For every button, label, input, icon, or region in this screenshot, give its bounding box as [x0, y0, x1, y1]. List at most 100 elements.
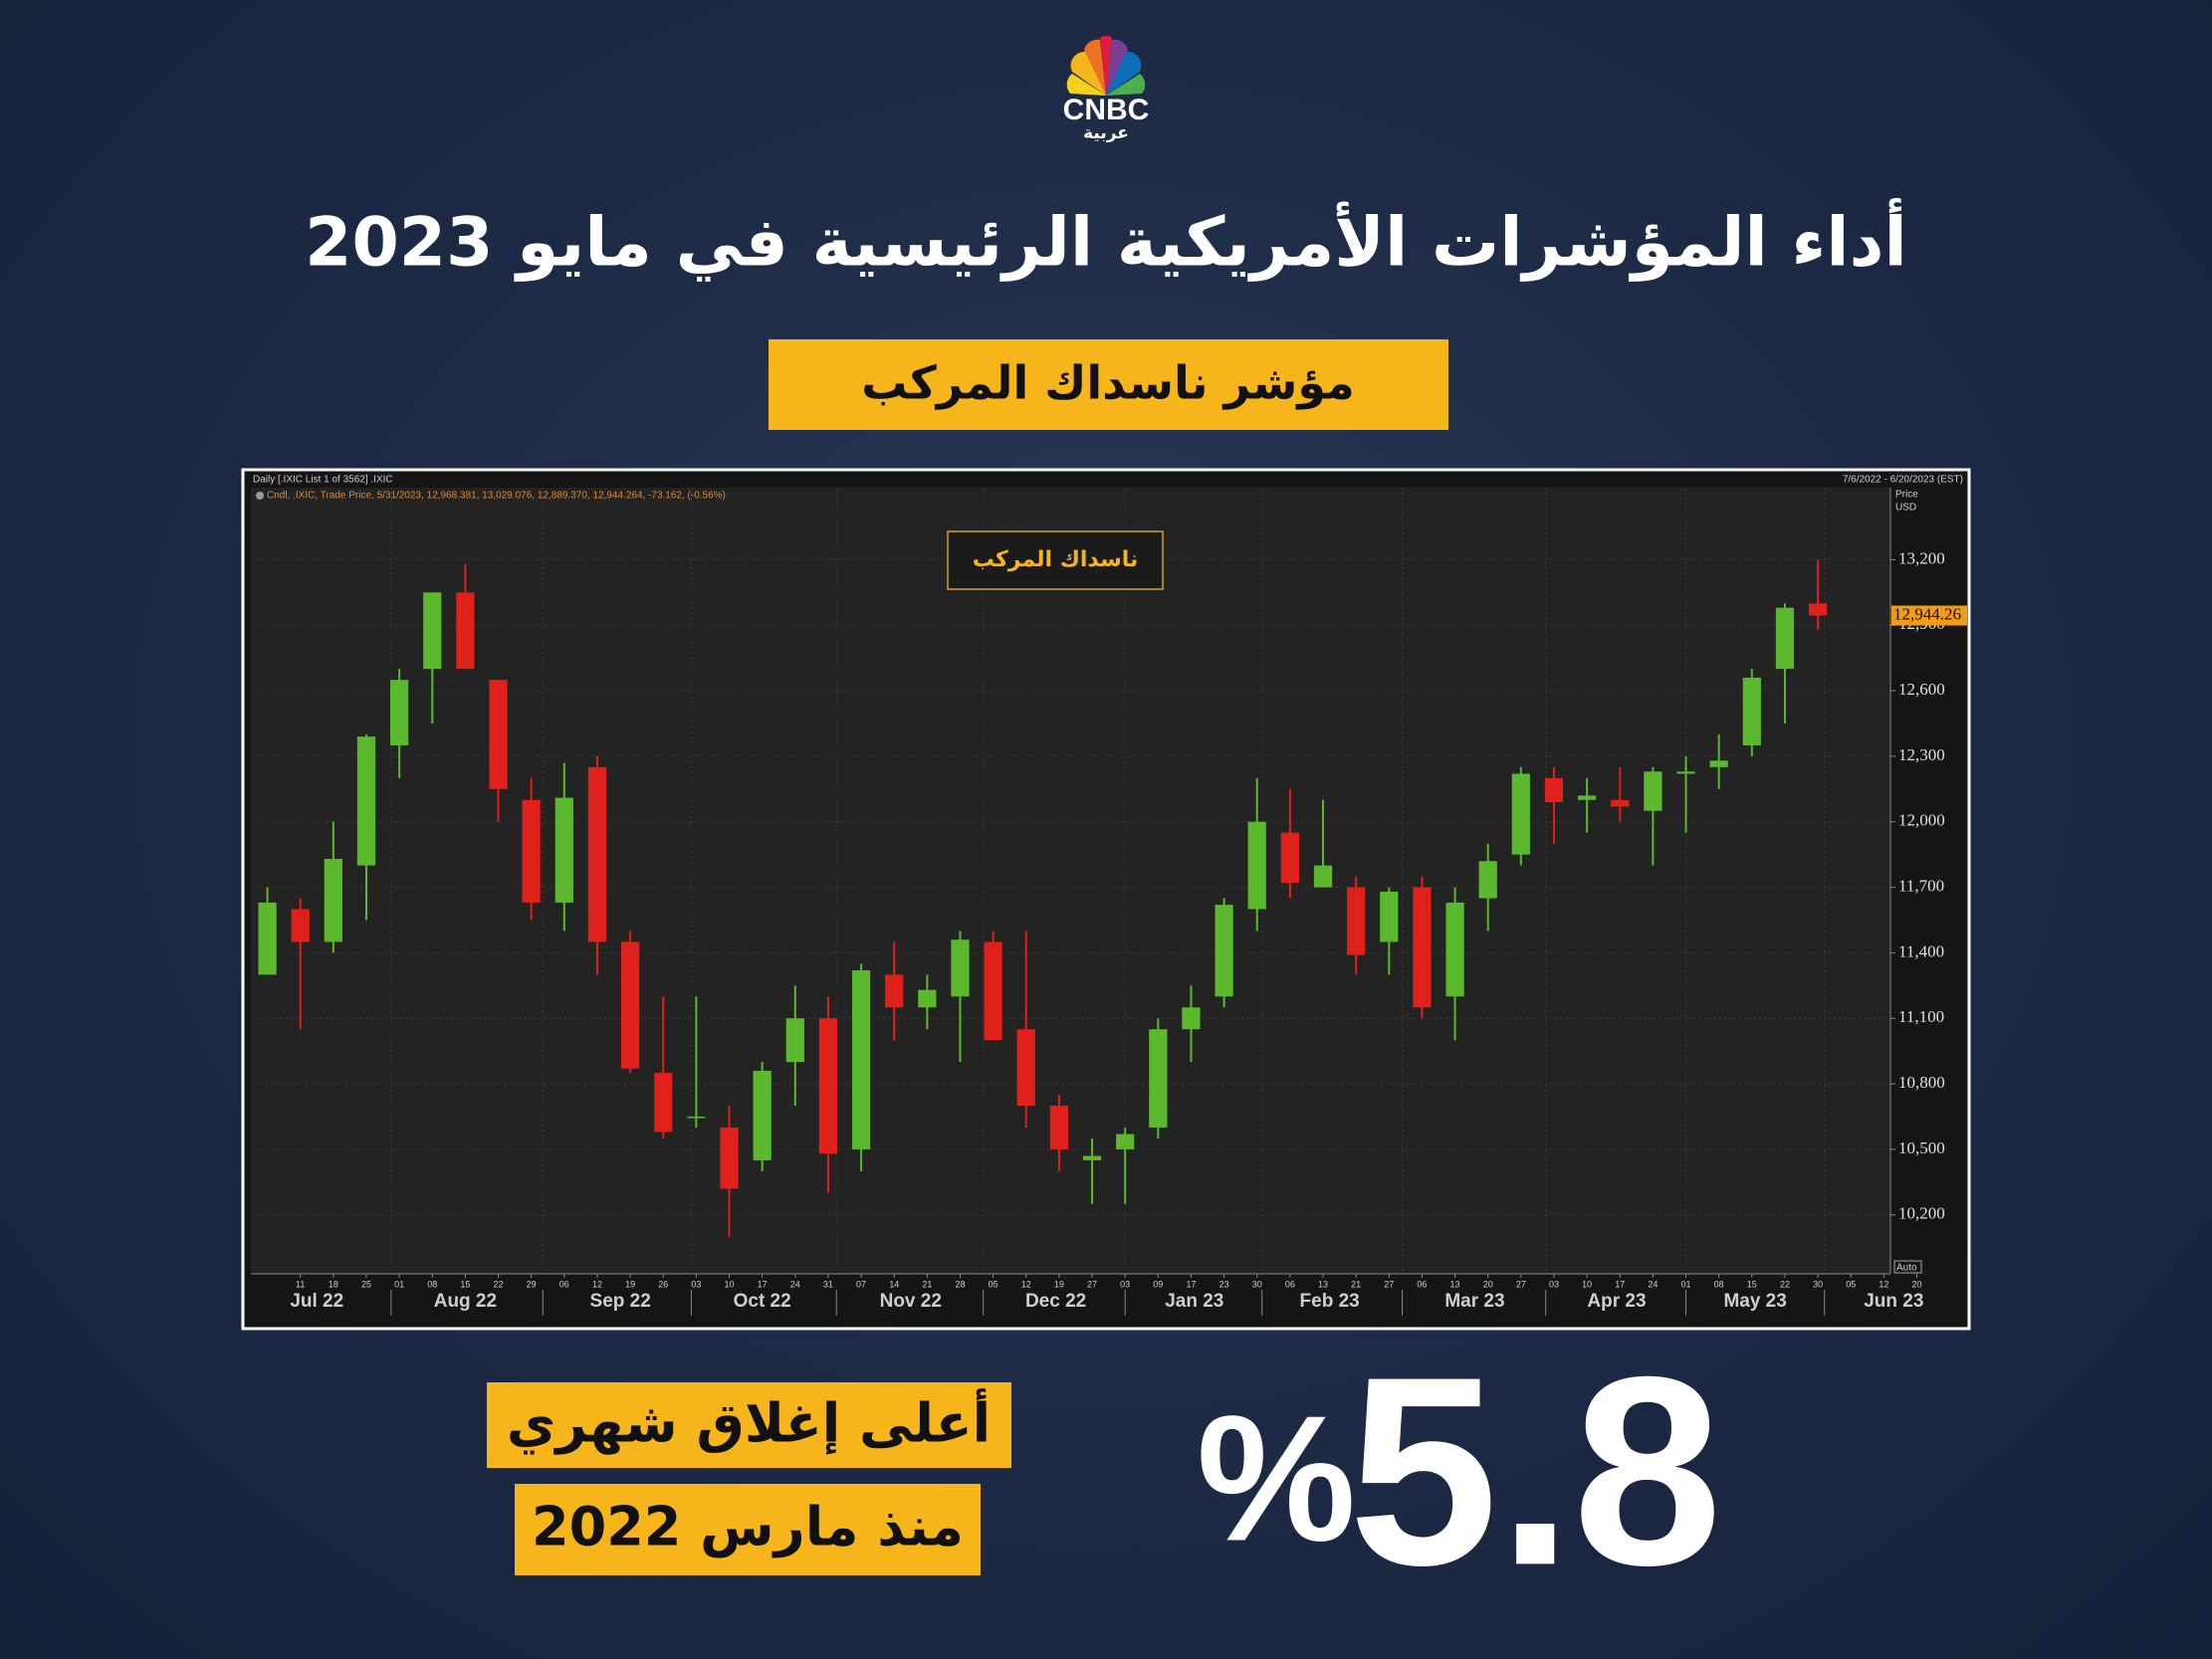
highlight-box — [515, 1484, 981, 1575]
legend-text: Cndl, .IXIC, Trade Price, 5/31/2023, 12,… — [267, 491, 726, 502]
x-tick-label: 17 — [758, 1279, 768, 1289]
y-tick-label: 10,500 — [1898, 1139, 1945, 1157]
candle-body — [258, 902, 277, 975]
y-tick-label: 10,200 — [1898, 1204, 1945, 1223]
month-label: Jul 22 — [290, 1291, 343, 1312]
month-label: Aug 22 — [434, 1291, 497, 1312]
x-tick-label: 11 — [296, 1279, 305, 1289]
candle-body — [1413, 887, 1432, 1008]
x-tick-label: 27 — [1516, 1279, 1526, 1289]
x-tick-label: 15 — [460, 1279, 470, 1289]
highlight-value: 5.8 — [1349, 1322, 1722, 1621]
candle-body — [818, 1018, 838, 1154]
x-tick-label: 01 — [394, 1279, 404, 1289]
x-tick-label: 06 — [1417, 1279, 1427, 1289]
candle-body — [1511, 773, 1530, 855]
month-label: May 23 — [1723, 1291, 1786, 1312]
x-tick-label: 13 — [1318, 1279, 1328, 1289]
chart: Daily [.IXIC List 1 of 3562] .IXIC 7/6/20… — [251, 475, 1967, 1316]
x-tick-label: 17 — [1615, 1279, 1625, 1289]
month-label: Sep 22 — [590, 1291, 651, 1312]
x-tick-label: 20 — [1912, 1279, 1922, 1289]
x-tick-label: 10 — [1582, 1279, 1592, 1289]
month-label: Jun 23 — [1864, 1291, 1923, 1312]
highlight-box — [487, 1382, 1011, 1468]
x-tick-label: 08 — [427, 1279, 437, 1289]
candle-body — [1347, 887, 1366, 955]
inner-label: ناسداك المركب — [973, 547, 1139, 572]
x-tick-label: 21 — [922, 1279, 932, 1289]
y-tick-label: 12,000 — [1898, 811, 1945, 830]
candle-body — [885, 974, 904, 1008]
x-tick-label: 19 — [1054, 1279, 1064, 1289]
candle-body — [1215, 905, 1233, 997]
candle-body — [324, 859, 342, 942]
candle-body — [1808, 603, 1828, 616]
x-tick-label: 10 — [725, 1279, 735, 1289]
candle-body — [522, 799, 541, 903]
last-price-tag — [1891, 605, 1967, 626]
x-tick-label: 22 — [494, 1279, 504, 1289]
x-tick-label: 19 — [625, 1279, 635, 1289]
x-tick-label: 27 — [1087, 1279, 1097, 1289]
x-tick-label: 22 — [1780, 1279, 1790, 1289]
candle-body — [1644, 771, 1662, 811]
logo-text: CNBC — [1063, 94, 1150, 126]
x-tick-label: 12 — [1021, 1279, 1031, 1289]
month-label: Feb 23 — [1300, 1291, 1360, 1312]
x-tick-label: 13 — [1450, 1279, 1460, 1289]
candle-body — [687, 1117, 706, 1119]
candle-body — [291, 909, 310, 942]
candle-body — [851, 969, 871, 1149]
candle-body — [1149, 1029, 1168, 1128]
scale-mode-box — [1893, 1260, 1922, 1274]
candle-body — [1182, 1007, 1201, 1030]
candle-body — [1016, 1029, 1035, 1107]
candle-body — [984, 941, 1002, 1041]
plot-area — [251, 488, 1890, 1274]
candle-body — [1313, 865, 1333, 888]
axis-title: Price — [1895, 490, 1918, 501]
x-tick-label: 14 — [889, 1279, 899, 1289]
candle-body — [456, 592, 475, 670]
candle-body — [1709, 760, 1728, 767]
x-tick-label: 12 — [1879, 1279, 1888, 1289]
x-tick-label: 03 — [1549, 1279, 1559, 1289]
candle-body — [1247, 821, 1266, 910]
candle-body — [654, 1073, 673, 1133]
x-tick-label: 26 — [658, 1279, 668, 1289]
x-tick-label: 09 — [1153, 1279, 1163, 1289]
candle-body — [753, 1070, 772, 1160]
inner-label-box — [947, 530, 1164, 590]
x-tick-label: 01 — [1681, 1279, 1691, 1289]
legend-icon — [256, 492, 264, 500]
y-tick-label: 12,600 — [1898, 680, 1945, 699]
candle-body — [1611, 799, 1630, 807]
x-tick-label: 18 — [329, 1279, 338, 1289]
x-tick-label: 05 — [989, 1279, 998, 1289]
x-tick-label: 28 — [955, 1279, 965, 1289]
candle-body — [1578, 795, 1597, 800]
highlight-line1: أعلى إغلاق شهري — [507, 1388, 991, 1455]
candle-body — [1082, 1155, 1102, 1160]
month-label: Jan 23 — [1165, 1291, 1223, 1312]
candle-body — [1445, 902, 1464, 997]
candle-body — [489, 680, 508, 789]
month-label: Apr 23 — [1587, 1291, 1646, 1312]
candle-body — [1049, 1106, 1069, 1149]
candle-body — [918, 989, 937, 1008]
y-tick-label: 11,400 — [1898, 941, 1944, 960]
candle-body — [1775, 607, 1795, 670]
month-label: Nov 22 — [880, 1291, 942, 1312]
candle-body — [390, 680, 409, 745]
x-tick-label: 15 — [1747, 1279, 1757, 1289]
x-tick-label: 29 — [527, 1279, 537, 1289]
x-tick-label: 06 — [559, 1279, 569, 1289]
x-tick-label: 31 — [823, 1279, 833, 1289]
x-tick-label: 03 — [1120, 1279, 1130, 1289]
candle-body — [356, 736, 376, 866]
x-tick-label: 17 — [1186, 1279, 1196, 1289]
y-tick-label: 13,200 — [1898, 548, 1945, 567]
